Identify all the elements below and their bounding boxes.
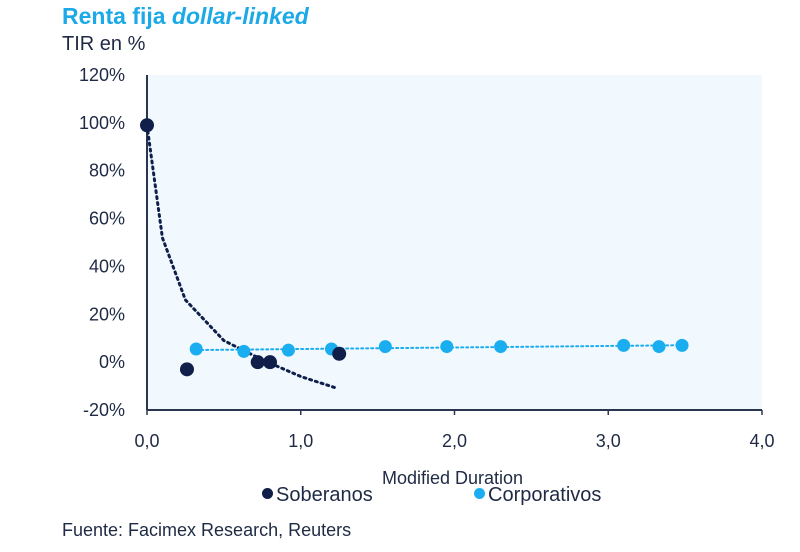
corporativos-point xyxy=(378,340,392,354)
corporativos-point xyxy=(675,338,689,352)
y-tick-label: 20% xyxy=(89,304,125,324)
legend-label-soberanos: Soberanos xyxy=(276,484,373,506)
corporativos-point xyxy=(189,342,203,356)
x-tick-label: 4,0 xyxy=(749,431,774,451)
y-tick-label: 80% xyxy=(89,161,125,181)
y-tick-label: 120% xyxy=(79,65,125,85)
x-axis-title: Modified Duration xyxy=(382,468,523,488)
soberanos-point xyxy=(332,346,347,361)
corporativos-point xyxy=(494,340,508,354)
x-tick-label: 3,0 xyxy=(596,431,621,451)
soberanos-point xyxy=(140,118,154,133)
chart-title-main: Renta fija xyxy=(62,3,172,29)
y-tick-label: 60% xyxy=(89,209,125,229)
x-tick-label: 1,0 xyxy=(288,431,313,451)
corporativos-point xyxy=(440,340,454,354)
legend-item-corporativos: Corporativos xyxy=(474,484,601,507)
soberanos-point xyxy=(179,362,194,377)
y-tick-label: 0% xyxy=(99,352,125,372)
corporativos-point xyxy=(617,338,631,352)
source-note: Fuente: Facimex Research, Reuters xyxy=(62,520,352,540)
plot-area xyxy=(147,75,762,410)
soberanos-point xyxy=(263,355,277,370)
x-tick-label: 0,0 xyxy=(134,431,159,451)
legend-label-corporativos: Corporativos xyxy=(488,484,602,506)
y-tick-label: 100% xyxy=(79,113,125,133)
chart-title: Renta fija dollar-linked xyxy=(62,3,309,30)
corporativos-point xyxy=(281,343,295,357)
x-tick-label: 2,0 xyxy=(442,431,467,451)
corporativos-point xyxy=(652,340,666,354)
trendline-soberanos xyxy=(145,123,340,390)
y-tick-label: -20% xyxy=(83,400,125,420)
corporativos-point xyxy=(237,344,251,358)
y-tick-label: 40% xyxy=(89,256,125,276)
soberanos-point xyxy=(250,355,265,370)
trendline-corporativos xyxy=(195,344,684,352)
y-axis-unit-label: TIR en % xyxy=(62,33,146,55)
chart-title-emphasis: dollar-linked xyxy=(171,3,309,29)
legend-item-soberanos: Soberanos xyxy=(262,484,373,507)
legend-marker-corporativos xyxy=(474,488,485,499)
legend-marker-soberanos xyxy=(262,488,273,499)
